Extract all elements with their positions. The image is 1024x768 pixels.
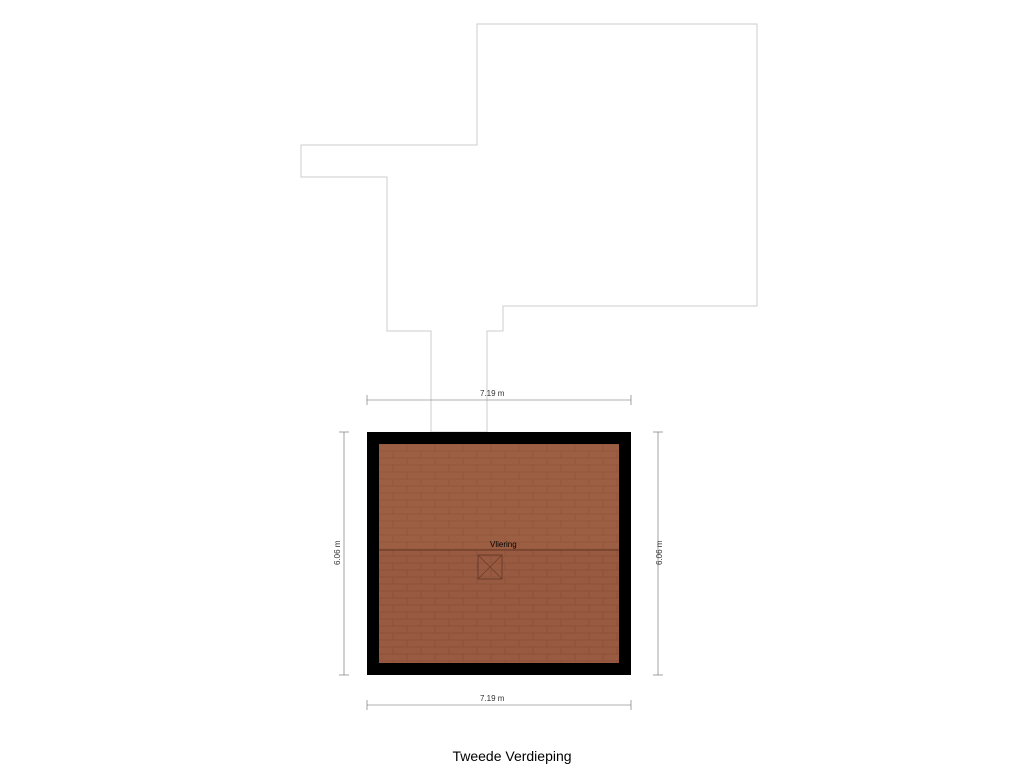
floor-tiles	[379, 444, 619, 668]
building-outline	[301, 24, 757, 432]
room-label: Vliering	[490, 540, 517, 549]
dimension-label: 6.06 m	[333, 540, 342, 565]
floorplan-canvas: Vliering 7.19 m 7.19 m 6.06 m 6.06 m Tweede …	[0, 0, 1024, 768]
floorplan-svg: Vliering 7.19 m 7.19 m 6.06 m 6.06 m	[0, 0, 1024, 768]
dimension-label: 7.19 m	[480, 694, 505, 703]
dimension-label: 7.19 m	[480, 389, 505, 398]
floor-title: Tweede Verdieping	[0, 748, 1024, 764]
dimension-label: 6.06 m	[655, 540, 664, 565]
